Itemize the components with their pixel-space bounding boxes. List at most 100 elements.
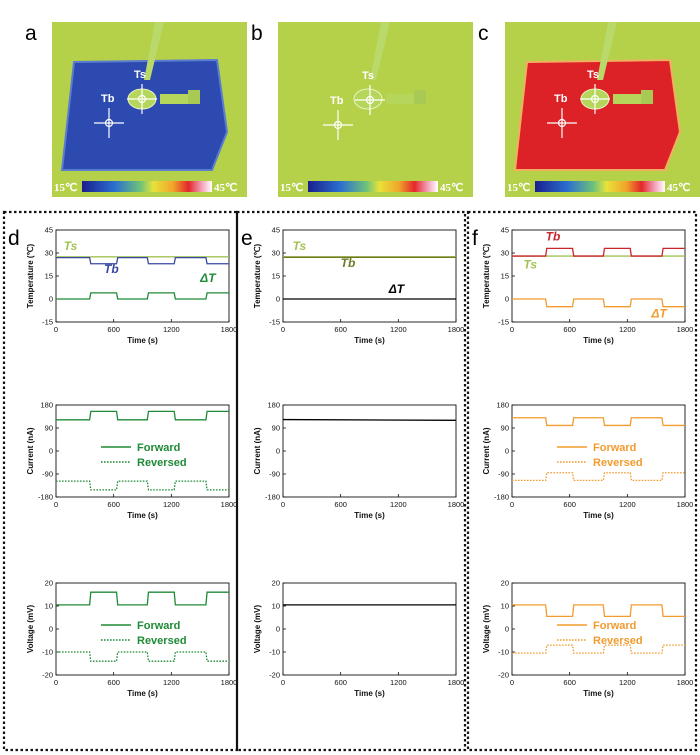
x-axis-label: Time (s) xyxy=(354,511,385,520)
x-tick-label: 1200 xyxy=(390,325,407,334)
y-tick-label: -10 xyxy=(42,648,53,657)
y-tick-label: 45 xyxy=(272,226,280,235)
thermal-background xyxy=(278,22,473,197)
y-tick-label: -15 xyxy=(269,318,280,327)
y-axis-label: Temperature (℃) xyxy=(482,243,491,308)
colorbar xyxy=(82,181,212,192)
y-tick-label: 15 xyxy=(272,272,280,281)
y-tick-label: -90 xyxy=(269,470,280,479)
x-tick-label: 600 xyxy=(334,678,347,687)
panel-letter: b xyxy=(251,22,263,45)
electrode-pad xyxy=(386,94,416,104)
x-tick-label: 0 xyxy=(281,678,285,687)
annotation-label: ΔT xyxy=(388,282,406,296)
annotation-label: Tb xyxy=(341,256,356,270)
y-axis-label: Voltage (mV) xyxy=(26,605,35,654)
series-reversed xyxy=(56,480,229,491)
y-axis-label: Temperature (℃) xyxy=(26,243,35,308)
x-tick-label: 1200 xyxy=(390,500,407,509)
annotation-label: Ts xyxy=(293,239,307,253)
legend-label: Forward xyxy=(593,442,636,454)
y-tick-label: -20 xyxy=(498,671,509,680)
ts-crosshair xyxy=(580,84,610,114)
x-tick-label: 1800 xyxy=(221,678,238,687)
panel-letter: c xyxy=(478,22,489,45)
x-axis-label: Time (s) xyxy=(354,336,385,345)
x-tick-label: 0 xyxy=(510,325,514,334)
plot-frame xyxy=(282,404,457,498)
y-tick-label: 0 xyxy=(276,625,280,634)
column-letter: e xyxy=(241,227,253,250)
ts-label: Ts xyxy=(362,70,374,82)
x-tick-label: 0 xyxy=(510,678,514,687)
y-axis-label: Current (nA) xyxy=(26,427,35,474)
crosshair-ring xyxy=(365,95,375,105)
y-tick-label: 90 xyxy=(45,424,53,433)
y-axis-label: Voltage (mV) xyxy=(253,605,262,654)
y-tick-label: 90 xyxy=(501,424,509,433)
column-frame-d xyxy=(2,210,239,752)
x-tick-label: 600 xyxy=(107,325,120,334)
x-tick-label: 1200 xyxy=(619,500,636,509)
colorbar-min-label: 15℃ xyxy=(280,182,303,194)
tb-label: Tb xyxy=(554,93,568,105)
legend-label: Reversed xyxy=(593,635,643,647)
y-tick-label: 0 xyxy=(49,625,53,634)
y-tick-label: -90 xyxy=(498,470,509,479)
column-frame-e xyxy=(235,210,467,752)
y-tick-label: 30 xyxy=(45,249,53,258)
panel-letter: a xyxy=(25,22,37,45)
y-tick-label: 30 xyxy=(272,249,280,258)
electrode-pad xyxy=(160,94,190,104)
crosshair-ring xyxy=(137,94,147,104)
y-tick-label: 0 xyxy=(49,295,53,304)
y-tick-label: 0 xyxy=(505,447,509,456)
x-axis-label: Time (s) xyxy=(583,336,614,345)
substrate-region xyxy=(60,58,229,171)
chart-d-current: 0 600 1200 1800 -180 -90 0 90 180 Time (s) Current… xyxy=(26,401,237,521)
series--t xyxy=(56,292,229,300)
tb-crosshair xyxy=(547,108,577,138)
y-tick-label: -180 xyxy=(494,493,509,502)
y-tick-label: -15 xyxy=(42,318,53,327)
thermal-panel-a: a Ts Tb 15℃ 45℃ xyxy=(25,22,247,197)
x-tick-label: 1800 xyxy=(448,500,465,509)
x-tick-label: 1800 xyxy=(221,500,238,509)
legend-label: Reversed xyxy=(137,457,187,469)
y-tick-label: -90 xyxy=(42,470,53,479)
y-tick-label: 90 xyxy=(272,424,280,433)
y-tick-label: -20 xyxy=(269,671,280,680)
y-tick-label: 20 xyxy=(272,579,280,588)
series-reversed xyxy=(56,651,229,662)
electrode-tip xyxy=(188,90,200,104)
series-reversed xyxy=(512,644,685,654)
y-tick-label: 10 xyxy=(272,602,280,611)
series-current xyxy=(282,418,457,421)
y-axis-label: Current (nA) xyxy=(482,427,491,474)
colorbar-min-label: 15℃ xyxy=(507,182,530,194)
colorbar-max-label: 45℃ xyxy=(440,182,463,194)
crosshair-ring xyxy=(557,118,567,128)
y-tick-label: -10 xyxy=(498,648,509,657)
y-tick-label: 0 xyxy=(276,295,280,304)
x-tick-label: 600 xyxy=(563,500,576,509)
x-tick-label: 600 xyxy=(334,325,347,334)
y-tick-label: 20 xyxy=(501,579,509,588)
crosshair-ring xyxy=(590,94,600,104)
series--t xyxy=(512,298,685,308)
x-tick-label: 0 xyxy=(54,500,58,509)
colorbar-max-label: 45℃ xyxy=(214,182,237,194)
tb-label: Tb xyxy=(101,93,115,105)
y-axis-label: Current (nA) xyxy=(253,427,262,474)
y-tick-label: 0 xyxy=(505,625,509,634)
y-tick-label: -180 xyxy=(265,493,280,502)
y-tick-label: 15 xyxy=(501,272,509,281)
thermal-images: a Ts Tb 15℃ 45℃ b Ts Tb 15℃ 45℃ c Ts Tb 15℃ 45℃ xyxy=(25,22,700,197)
legend-label: Forward xyxy=(137,620,180,632)
y-tick-label: 180 xyxy=(267,401,280,410)
annotation-label: Ts xyxy=(524,257,538,271)
x-tick-label: 1200 xyxy=(619,678,636,687)
